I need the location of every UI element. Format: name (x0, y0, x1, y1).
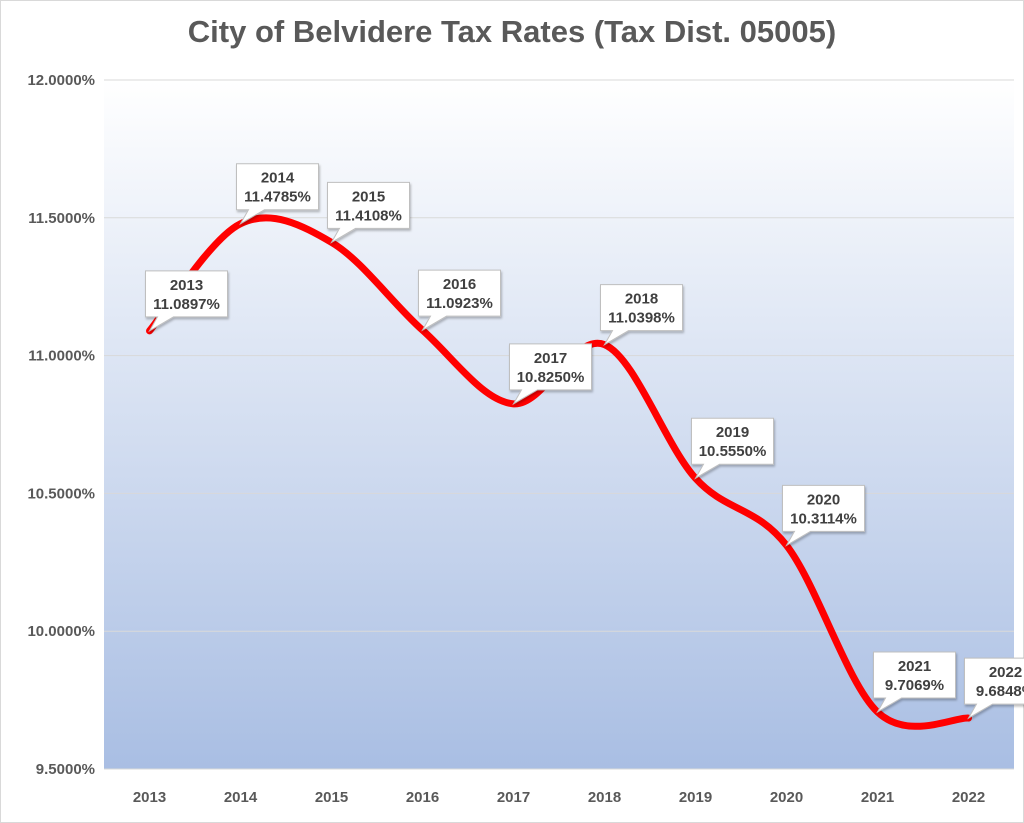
data-label: 2016 11.0923% (418, 269, 501, 332)
data-label-category: 2018 (625, 291, 658, 308)
data-label: 2021 9.7069% (873, 651, 956, 714)
x-tick-label: 2016 (406, 789, 439, 806)
y-tick-label: 9.5000% (36, 761, 95, 778)
data-label-box (964, 657, 1024, 720)
data-label-category: 2020 (807, 491, 840, 508)
data-label-category: 2019 (716, 424, 749, 441)
data-label-category: 2015 (352, 188, 385, 205)
data-label: 2015 11.4108% (327, 181, 410, 244)
data-label-box (145, 270, 228, 333)
x-tick-label: 2015 (315, 789, 348, 806)
y-tick-label: 10.0000% (27, 623, 95, 640)
data-label-category: 2017 (534, 350, 567, 367)
data-label-value: 11.0897% (153, 296, 220, 313)
x-tick-label: 2014 (224, 789, 258, 806)
data-label-box (236, 163, 319, 226)
data-label-box (600, 284, 683, 347)
chart-title: City of Belvidere Tax Rates (Tax Dist. 0… (187, 14, 837, 49)
data-label-category: 2021 (898, 658, 931, 675)
data-label-category: 2013 (170, 277, 203, 294)
data-label-value: 11.4108% (335, 207, 402, 224)
x-tick-label: 2013 (133, 789, 166, 806)
y-tick-label: 11.0000% (28, 348, 95, 365)
data-label: 2014 11.4785% (236, 163, 319, 226)
data-label-value: 11.0398% (608, 310, 675, 327)
data-label-value: 11.0923% (426, 295, 493, 312)
data-label-category: 2014 (261, 170, 295, 187)
data-label-box (509, 343, 592, 406)
x-tick-label: 2022 (952, 789, 985, 806)
x-tick-label: 2017 (497, 789, 530, 806)
data-label-value: 9.6848% (976, 683, 1024, 700)
data-label-box (691, 417, 774, 480)
data-label-box (327, 181, 410, 244)
x-tick-label: 2021 (861, 789, 894, 806)
data-labels: 2013 11.0897% 2014 11.4785% 2015 11.4108% 2016… (145, 163, 1024, 720)
data-label-box (873, 651, 956, 714)
data-label-category: 2022 (989, 664, 1022, 681)
x-tick-label: 2020 (770, 789, 803, 806)
data-label-value: 10.3114% (790, 510, 857, 527)
x-tick-label: 2018 (588, 789, 621, 806)
data-label-value: 9.7069% (885, 677, 944, 694)
data-label: 2017 10.8250% (509, 343, 592, 406)
x-tick-label: 2019 (679, 789, 712, 806)
data-label-value: 10.8250% (517, 369, 585, 386)
data-label-box (418, 269, 501, 332)
y-axis-tick-labels: 9.5000% 10.0000% 10.5000% 11.0000% 11.5000% 1… (27, 72, 95, 778)
data-label: 2019 10.5550% (691, 417, 774, 480)
y-tick-label: 10.5000% (27, 485, 95, 502)
y-tick-label: 11.5000% (28, 210, 95, 227)
data-label-value: 10.5550% (699, 443, 767, 460)
data-label: 2022 9.6848% (964, 657, 1024, 720)
data-label: 2018 11.0398% (600, 284, 683, 347)
data-label: 2013 11.0897% (145, 270, 228, 333)
data-label: 2020 10.3114% (782, 484, 865, 547)
data-label-box (782, 484, 865, 547)
data-label-value: 11.4785% (244, 189, 311, 206)
data-label-category: 2016 (443, 276, 476, 293)
x-axis-tick-labels: 2013 2014 2015 2016 2017 2018 2019 2020 2021 2022 (133, 789, 985, 806)
y-tick-label: 12.0000% (27, 72, 95, 89)
